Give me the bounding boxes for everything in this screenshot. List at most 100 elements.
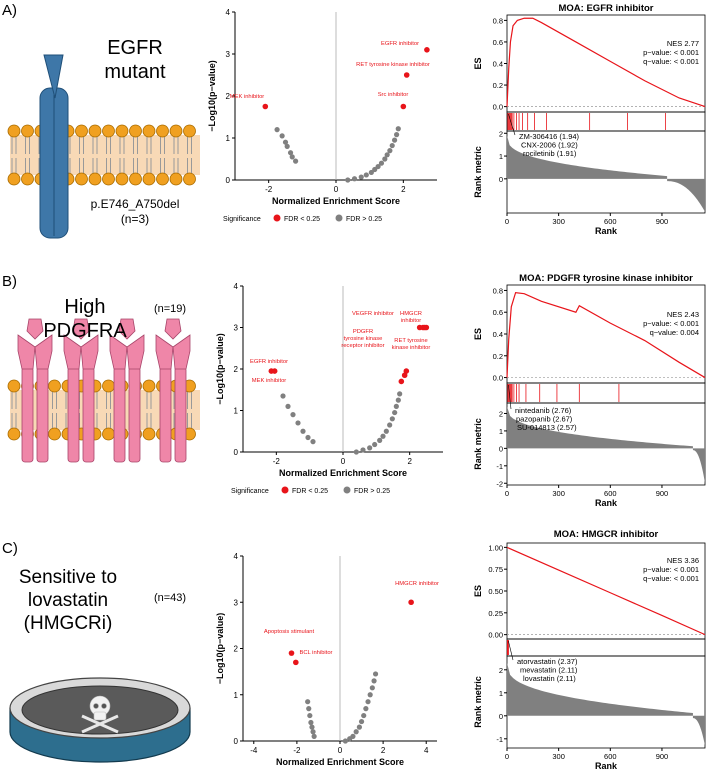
data-point-nonsignificant bbox=[356, 724, 362, 730]
y-tick-label: 0.0 bbox=[493, 103, 503, 112]
y-tick-label: 0 bbox=[499, 175, 503, 184]
sample-count: (n=19) bbox=[153, 303, 187, 315]
legend-swatch-significant bbox=[281, 486, 289, 494]
es-curve bbox=[506, 546, 706, 636]
x-tick-label: 300 bbox=[552, 489, 565, 498]
y-tick-label: 1.00 bbox=[488, 543, 503, 552]
data-point-nonsignificant bbox=[279, 133, 285, 139]
p-value: p−value: < 0.001 bbox=[643, 565, 699, 574]
caption-line: PDGFRA bbox=[43, 320, 127, 342]
receptor-ligand-domain bbox=[126, 334, 145, 370]
es-curve bbox=[506, 291, 706, 379]
y-axis-label: −Log10(p−value) bbox=[215, 333, 225, 405]
drug-annotation: nintedanib (2.76) bbox=[515, 406, 572, 415]
data-point-nonsignificant bbox=[300, 428, 306, 434]
data-point-significant bbox=[416, 324, 423, 331]
point-label: RET tyrosine kinase inhibitor bbox=[356, 62, 430, 68]
x-axis-label: Rank bbox=[595, 226, 618, 236]
point-label: inhibitor bbox=[401, 318, 421, 324]
nes-value: NES 2.77 bbox=[667, 39, 699, 48]
data-point-nonsignificant bbox=[308, 719, 314, 726]
data-point-nonsignificant bbox=[361, 712, 367, 719]
rank-metric-axis-label: Rank metric bbox=[473, 676, 483, 728]
y-tick-label: 1 bbox=[499, 689, 503, 698]
panel-a-caption: EGFR mutant bbox=[90, 36, 180, 84]
rank-metric-axis-label: Rank metric bbox=[473, 146, 483, 198]
data-point-nonsignificant bbox=[282, 139, 289, 145]
lipid-head bbox=[21, 172, 34, 186]
data-point-nonsignificant bbox=[310, 439, 316, 445]
gsea-plot-c: MOA: HMGCR inhibitor 0.00 0.25 0.50 0.75 1.00… bbox=[473, 529, 706, 771]
data-point-nonsignificant bbox=[395, 126, 401, 132]
legend-title: Significance bbox=[231, 488, 269, 495]
egfr-membrane-illustration bbox=[7, 54, 200, 239]
y-tick-label: 2 bbox=[499, 129, 503, 138]
sample-count: (n=43) bbox=[153, 592, 187, 604]
lipid-head bbox=[156, 124, 169, 138]
lipid-head bbox=[129, 124, 142, 138]
legend-label: FDR < 0.25 bbox=[292, 488, 328, 495]
q-value: q−value: 0.004 bbox=[650, 328, 699, 337]
x-tick-label: 600 bbox=[604, 489, 617, 498]
drug-annotation: mevastatin (2.11) bbox=[520, 666, 578, 675]
drug-annotation: ZM-306416 (1.94) bbox=[519, 132, 580, 141]
x-tick-label: 2 bbox=[407, 457, 412, 466]
x-axis-label: Normalized Enrichment Score bbox=[276, 757, 404, 767]
x-tick-label: 2 bbox=[401, 185, 406, 194]
sample-count: (n=3) bbox=[120, 212, 150, 226]
lipid-head bbox=[88, 172, 102, 186]
x-tick-label: 0 bbox=[505, 489, 509, 498]
data-point-significant bbox=[398, 378, 405, 385]
data-point-nonsignificant bbox=[380, 433, 386, 439]
y-tick-label: -1 bbox=[496, 462, 503, 471]
lipid-head bbox=[7, 172, 21, 186]
data-point-nonsignificant bbox=[311, 733, 317, 739]
data-point-nonsignificant bbox=[293, 158, 299, 164]
data-point-nonsignificant bbox=[358, 718, 365, 725]
point-label: Apoptosis stimulant bbox=[264, 629, 315, 635]
rank-metric-bars-negative bbox=[692, 448, 705, 484]
y-tick-label: 1 bbox=[499, 427, 503, 436]
data-point-nonsignificant bbox=[393, 403, 399, 409]
rank-metric-bars-negative bbox=[667, 178, 705, 212]
receptor-chain bbox=[82, 366, 95, 463]
volcano-plot-b: -2 0 2 0 1 2 3 4 Normalized Enrichment Score −Log… bbox=[215, 282, 443, 495]
data-point-significant bbox=[293, 659, 299, 666]
lipid-head bbox=[156, 172, 169, 186]
volcano-plot-a: -2 0 2 0 1 2 3 4 Normalized Enrichment Score −Log… bbox=[207, 8, 437, 223]
data-point-nonsignificant bbox=[363, 172, 369, 178]
data-point-nonsignificant bbox=[395, 397, 401, 403]
panel-a: A) EGFR mutant p.E746_A750del (n=3) bbox=[0, 0, 708, 250]
x-tick-label: -2 bbox=[265, 185, 273, 194]
data-point-nonsignificant bbox=[363, 706, 369, 712]
petri-dish-illustration bbox=[9, 677, 191, 763]
x-tick-label: 4 bbox=[424, 746, 429, 755]
es-axis-label: ES bbox=[473, 57, 483, 69]
data-point-nonsignificant bbox=[382, 156, 388, 162]
x-tick-label: 300 bbox=[552, 217, 565, 226]
y-tick-label: 0.50 bbox=[488, 587, 503, 596]
x-axis-label: Normalized Enrichment Score bbox=[272, 196, 400, 206]
variant-name: p.E746_A750del bbox=[90, 197, 180, 211]
data-point-nonsignificant bbox=[383, 428, 389, 434]
x-tick-label: 0 bbox=[334, 185, 339, 194]
es-axis-label: ES bbox=[473, 585, 483, 597]
point-label: receptor inhibitor bbox=[341, 343, 384, 349]
drug-annotation: pazopanib (2.67) bbox=[516, 415, 573, 424]
rank-metric-bars-positive bbox=[507, 135, 668, 179]
p-value: p−value: < 0.001 bbox=[643, 48, 699, 57]
panel-label-a: A) bbox=[2, 2, 17, 19]
data-point-nonsignificant bbox=[345, 177, 351, 183]
data-point-nonsignificant bbox=[367, 445, 373, 451]
data-point-nonsignificant bbox=[350, 733, 356, 739]
data-point-nonsignificant bbox=[284, 143, 290, 149]
data-point-nonsignificant bbox=[372, 441, 378, 448]
y-tick-label: 4 bbox=[226, 8, 231, 17]
point-label: EGFR inhibitor bbox=[250, 359, 288, 365]
panel-label-c: C) bbox=[2, 540, 18, 557]
x-tick-label: 900 bbox=[656, 489, 669, 498]
pdgf-ligand bbox=[26, 318, 44, 340]
caption-line: (HMGCRi) bbox=[23, 613, 113, 634]
data-point-nonsignificant bbox=[351, 176, 358, 182]
lipid-head bbox=[7, 379, 21, 393]
